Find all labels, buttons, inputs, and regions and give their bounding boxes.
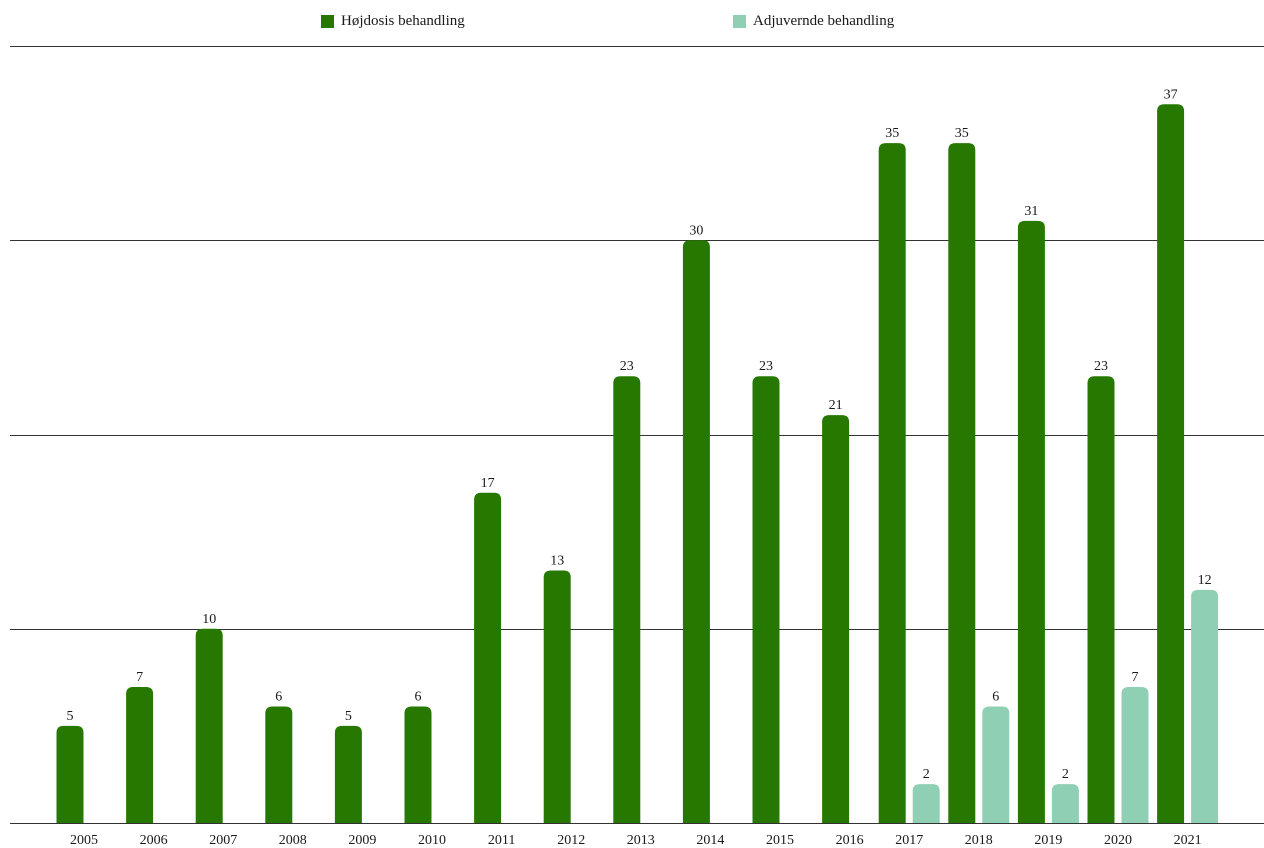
bar-hojdosis-2010 [404,706,432,823]
bar-hojdosis-2008 [265,706,293,823]
bar-adjuvernde-2020 [1121,687,1149,823]
legend-label-hojdosis: Højdosis behandling [341,13,465,29]
bar-hojdosis-2011 [474,492,502,823]
data-label-hojdosis-2011: 17 [481,476,495,491]
x-tick-label-2015: 2015 [766,833,794,848]
bar-adjuvernde-2019 [1051,784,1079,823]
bar-adjuvernde-2021 [1191,589,1219,823]
data-label-adjuvernde-2021: 12 [1198,573,1212,588]
x-tick-label-2006: 2006 [140,833,168,848]
x-tick-label-2019: 2019 [1034,833,1062,848]
x-tick-label-2018: 2018 [965,833,993,848]
bars [56,104,1219,823]
x-tick-label-2013: 2013 [627,833,655,848]
data-label-hojdosis-2007: 10 [202,612,216,627]
x-axis-ticks: 2005 2006 2007 2008 2009 2010 2011 2012 2013 2014… [70,833,1202,848]
x-tick-label-2017: 2017 [895,833,923,848]
bar-hojdosis-2018 [948,143,976,823]
legend-label-adjuvernde: Adjuvernde behandling [753,13,895,29]
bar-hojdosis-2012 [543,570,571,823]
data-label-hojdosis-2016: 21 [829,398,843,413]
bar-hojdosis-2009 [334,725,362,823]
x-tick-label-2011: 2011 [488,833,515,848]
bar-hojdosis-2017 [878,143,906,823]
x-tick-label-2021: 2021 [1174,833,1202,848]
bar-hojdosis-2006 [126,687,154,823]
bar-hojdosis-2021 [1157,104,1185,823]
data-label-hojdosis-2019: 31 [1024,204,1038,219]
data-label-hojdosis-2014: 30 [689,223,703,238]
bar-adjuvernde-2018 [982,706,1010,823]
data-label-hojdosis-2015: 23 [759,359,773,374]
legend: Højdosis behandling Adjuvernde behandlin… [0,13,1264,33]
bar-hojdosis-2007 [195,628,223,823]
data-labels: 5 7 10 6 5 6 17 13 23 30 23 21 35 2 35 6 31 2 23 7 37 12 [67,87,1212,782]
bar-hojdosis-2014 [682,240,710,823]
data-label-hojdosis-2020: 23 [1094,359,1108,374]
x-tick-label-2005: 2005 [70,833,98,848]
bar-hojdosis-2016 [822,415,850,823]
data-label-hojdosis-2013: 23 [620,359,634,374]
data-label-hojdosis-2006: 7 [136,670,143,685]
x-tick-label-2007: 2007 [209,833,237,848]
data-label-adjuvernde-2018: 6 [992,689,999,704]
bar-hojdosis-2013 [613,376,641,823]
bar-hojdosis-2020 [1087,376,1115,823]
data-label-hojdosis-2021: 37 [1164,87,1178,102]
x-tick-label-2016: 2016 [836,833,864,848]
legend-item-hojdosis: Højdosis behandling [321,13,465,30]
data-label-hojdosis-2010: 6 [415,689,422,704]
x-tick-label-2010: 2010 [418,833,446,848]
legend-item-adjuvernde: Adjuvernde behandling [733,13,894,30]
x-tick-label-2020: 2020 [1104,833,1132,848]
data-label-adjuvernde-2019: 2 [1062,767,1069,782]
bar-adjuvernde-2017 [912,784,940,823]
legend-swatch-hojdosis [321,15,334,28]
data-label-adjuvernde-2017: 2 [923,767,930,782]
data-label-hojdosis-2012: 13 [550,553,564,568]
bar-hojdosis-2015 [752,376,780,823]
x-tick-label-2014: 2014 [696,833,724,848]
data-label-hojdosis-2017: 35 [885,126,899,141]
legend-swatch-adjuvernde [733,15,746,28]
data-label-hojdosis-2009: 5 [345,709,352,724]
data-label-hojdosis-2018: 35 [955,126,969,141]
bar-hojdosis-2005 [56,725,84,823]
data-label-adjuvernde-2020: 7 [1132,670,1139,685]
data-label-hojdosis-2008: 6 [275,689,282,704]
gridlines [10,46,1264,824]
x-tick-label-2008: 2008 [279,833,307,848]
data-label-hojdosis-2005: 5 [67,709,74,724]
x-tick-label-2009: 2009 [348,833,376,848]
bar-hojdosis-2019 [1017,220,1045,823]
x-tick-label-2012: 2012 [557,833,585,848]
